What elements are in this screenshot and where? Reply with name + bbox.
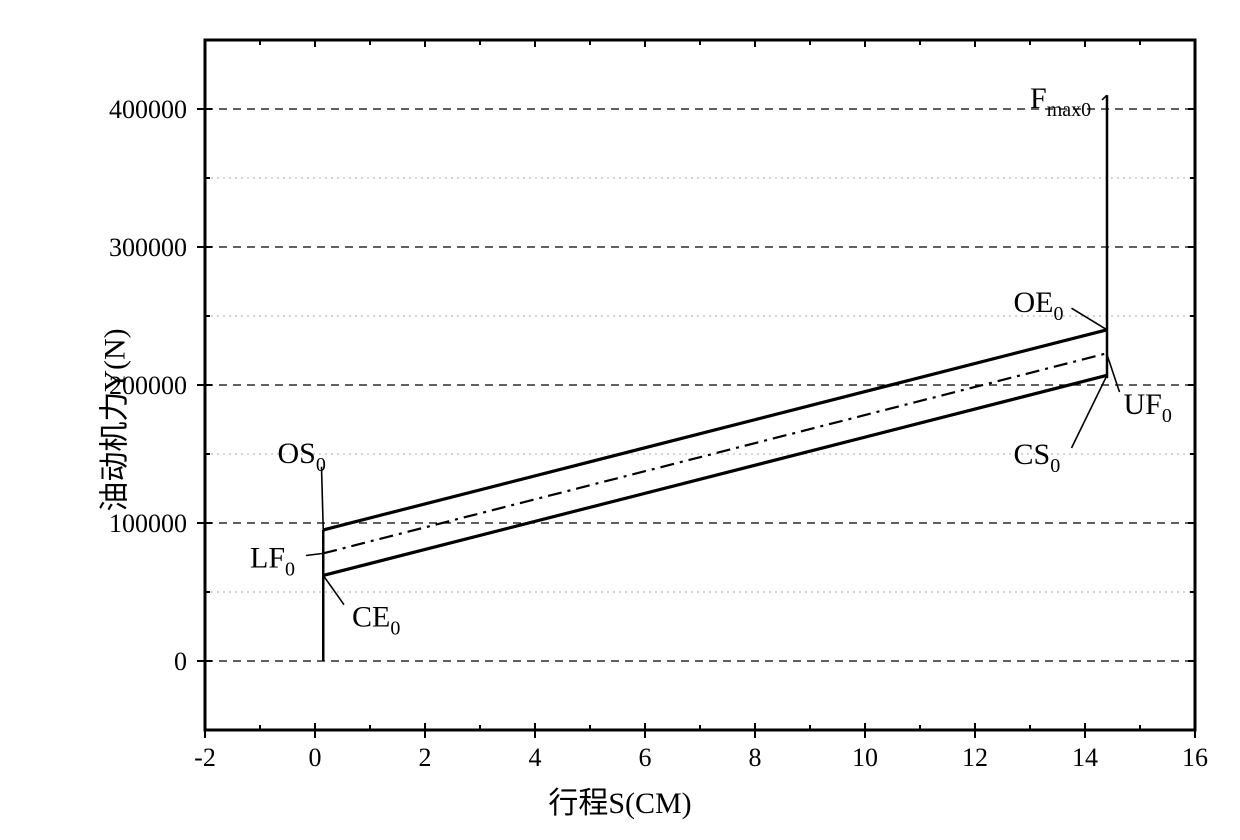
- x-tick-label: -2: [194, 743, 216, 772]
- x-tick-label: 16: [1182, 743, 1208, 772]
- upper-diagonal: [323, 330, 1107, 530]
- annotation-os0: OS0: [278, 437, 326, 476]
- x-tick-label: 2: [419, 743, 432, 772]
- y-axis-label: 油动机力Y(N): [90, 328, 134, 511]
- y-tick-label: 100000: [109, 509, 187, 538]
- x-tick-label: 12: [962, 743, 988, 772]
- y-tick-label: 0: [174, 647, 187, 676]
- chart-container: 油动机力Y(N) 行程S(CM) -2024681012141601000002…: [0, 0, 1240, 840]
- x-tick-label: 6: [639, 743, 652, 772]
- lower-diagonal: [323, 375, 1107, 575]
- annotation-uf0: UF0: [1124, 388, 1172, 427]
- annotation-lf0: LF0: [250, 542, 295, 581]
- annotation-oe0: OE0: [1014, 286, 1064, 325]
- x-tick-label: 14: [1072, 743, 1098, 772]
- x-tick-label: 4: [529, 743, 542, 772]
- x-tick-label: 0: [309, 743, 322, 772]
- x-tick-label: 8: [749, 743, 762, 772]
- x-axis-label: 行程S(CM): [548, 778, 691, 822]
- annotation-ce0: CE0: [352, 601, 400, 640]
- series-group: [323, 95, 1107, 661]
- annotation-cs0: CS0: [1014, 438, 1061, 477]
- chart-svg: -202468101214160100000200000300000400000…: [0, 0, 1240, 840]
- x-tick-label: 10: [852, 743, 878, 772]
- y-tick-label: 300000: [109, 233, 187, 262]
- y-tick-label: 400000: [109, 95, 187, 124]
- annotation-fmax0: Fmax0: [1030, 82, 1091, 121]
